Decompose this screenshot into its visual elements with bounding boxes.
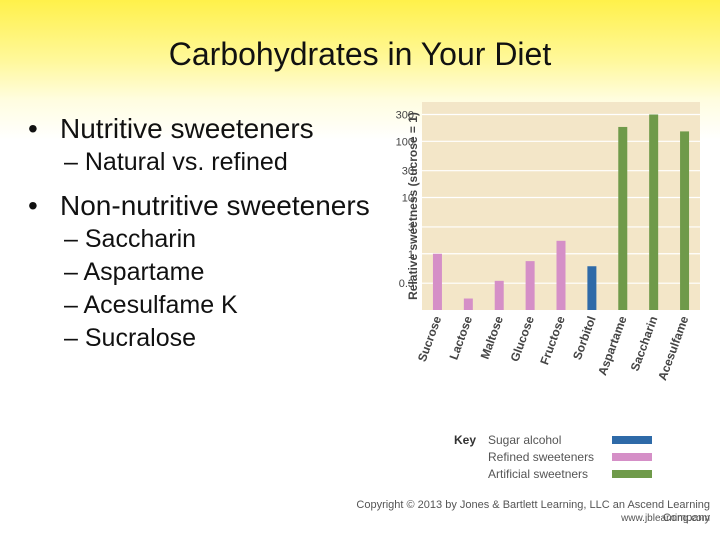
sub-bullet: – Saccharin <box>64 225 197 253</box>
x-tick-label: Fructose <box>537 314 568 367</box>
y-tick-label: 30 <box>402 166 414 178</box>
key-swatch <box>612 453 652 461</box>
bullet-text: Nutritive sweeteners <box>60 113 314 144</box>
key-label: Sugar alcohol <box>488 433 562 447</box>
key-entry-refined: Refined sweeteners <box>488 450 688 464</box>
sub-bullet-text: Saccharin <box>84 225 197 253</box>
key-swatch <box>612 470 652 478</box>
bullet-nutritive: • Nutritive sweeteners <box>28 112 378 146</box>
x-tick-label: Glucose <box>508 314 537 364</box>
bar-acesulfame <box>680 131 690 310</box>
sub-bullet: – Sucralose <box>64 324 197 352</box>
bar-aspartame <box>618 126 628 310</box>
y-tick-label: 3 <box>408 222 414 234</box>
sub-bullet-text: Sucralose <box>84 324 197 352</box>
y-tick-label: 100 <box>396 136 414 148</box>
bar-fructose <box>556 240 566 310</box>
y-tick-label: 300 <box>396 109 414 121</box>
x-tick-label: Lactose <box>446 314 475 362</box>
copyright-text: Copyright © 2013 by Jones & Bartlett Lea… <box>356 499 710 524</box>
bullet-text: Non-nutritive sweeteners <box>60 190 370 221</box>
bullet-non-nutritive: • Non-nutritive sweeteners <box>28 189 378 223</box>
y-tick-label: 1 <box>408 249 414 261</box>
sub-bullet: – Natural vs. refined <box>64 148 288 176</box>
sweetness-chart: 0.3 1 3 10 30 100 300 Relative sweetness (sucro… <box>380 100 700 400</box>
x-tick-label: Sorbitol <box>570 314 599 361</box>
y-tick-label: 0.3 <box>399 278 414 290</box>
bar-sorbitol <box>587 266 597 310</box>
y-tick-label: 10 <box>402 193 414 205</box>
sub-bullet: – Acesulfame K <box>64 291 238 319</box>
x-tick-label: Acesulfame <box>655 314 691 382</box>
key-entry-artificial: Artificial sweetners <box>488 467 688 481</box>
footer-url: www.jblearning.com <box>621 513 710 524</box>
bullet-list: • Nutritive sweeteners – Natural vs. ref… <box>28 112 378 355</box>
key-title: Key <box>454 433 477 447</box>
key-swatch <box>612 436 652 444</box>
x-tick-label: Maltose <box>478 314 507 361</box>
sub-bullet-text: Aspartame <box>83 258 205 286</box>
x-tick-label: Saccharin <box>628 314 661 373</box>
x-tick-label: Aspartame <box>595 314 629 377</box>
bar-glucose <box>525 261 535 310</box>
slide-title: Carbohydrates in Your Diet <box>168 36 552 72</box>
bar-lactose <box>463 298 473 310</box>
y-axis-label: Relative sweetness (sucrose = 1) <box>406 112 420 300</box>
bar-saccharin <box>649 114 659 310</box>
bar-maltose <box>494 280 504 310</box>
bullet-dot: • <box>28 113 38 144</box>
key-label: Artificial sweetners <box>488 467 589 481</box>
bullet-dot: • <box>28 190 38 221</box>
x-tick-label: Sucrose <box>415 314 444 364</box>
sub-bullet-text: Acesulfame K <box>83 291 238 319</box>
bar-sucrose <box>432 253 442 310</box>
sub-bullet-text: Natural vs. refined <box>84 148 288 176</box>
key-entry-sugar-alcohol: Sugar alcohol <box>488 433 688 447</box>
sub-bullet: – Aspartame <box>64 258 205 286</box>
key-label: Refined sweeteners <box>488 450 595 464</box>
